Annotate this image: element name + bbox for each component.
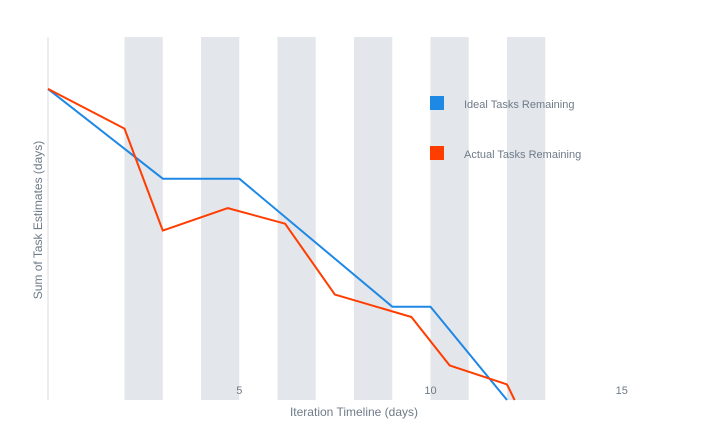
legend-swatch-ideal <box>430 96 444 110</box>
series-lines <box>47 88 516 401</box>
shaded-band-1 <box>124 37 163 400</box>
ideal-series-line <box>47 88 508 401</box>
shaded-band-2 <box>201 37 240 400</box>
y-axis-title: Sum of Task Estimates (days) <box>31 141 45 300</box>
x-tick-labels: 5 10 15 <box>236 385 628 397</box>
actual-series-line <box>47 88 516 401</box>
shaded-band-3 <box>277 37 316 400</box>
legend: Ideal Tasks Remaining Actual Tasks Remai… <box>430 96 581 161</box>
shaded-bands <box>124 37 546 400</box>
shaded-band-4 <box>354 37 393 400</box>
x-tick-label-10: 10 <box>424 385 436 397</box>
x-tick-label-15: 15 <box>616 385 628 397</box>
x-tick-label-5: 5 <box>236 385 242 397</box>
legend-label-ideal: Ideal Tasks Remaining <box>464 99 574 111</box>
legend-label-actual: Actual Tasks Remaining <box>464 149 581 161</box>
x-axis-title: Iteration Timeline (days) <box>290 405 418 419</box>
legend-swatch-actual <box>430 146 444 160</box>
shaded-band-6 <box>507 37 546 400</box>
